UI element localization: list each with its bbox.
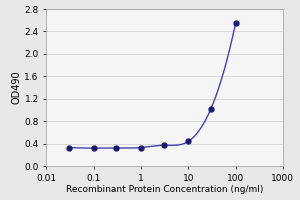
X-axis label: Recombinant Protein Concentration (ng/ml): Recombinant Protein Concentration (ng/ml… <box>66 185 263 194</box>
Y-axis label: OD490: OD490 <box>12 71 22 104</box>
